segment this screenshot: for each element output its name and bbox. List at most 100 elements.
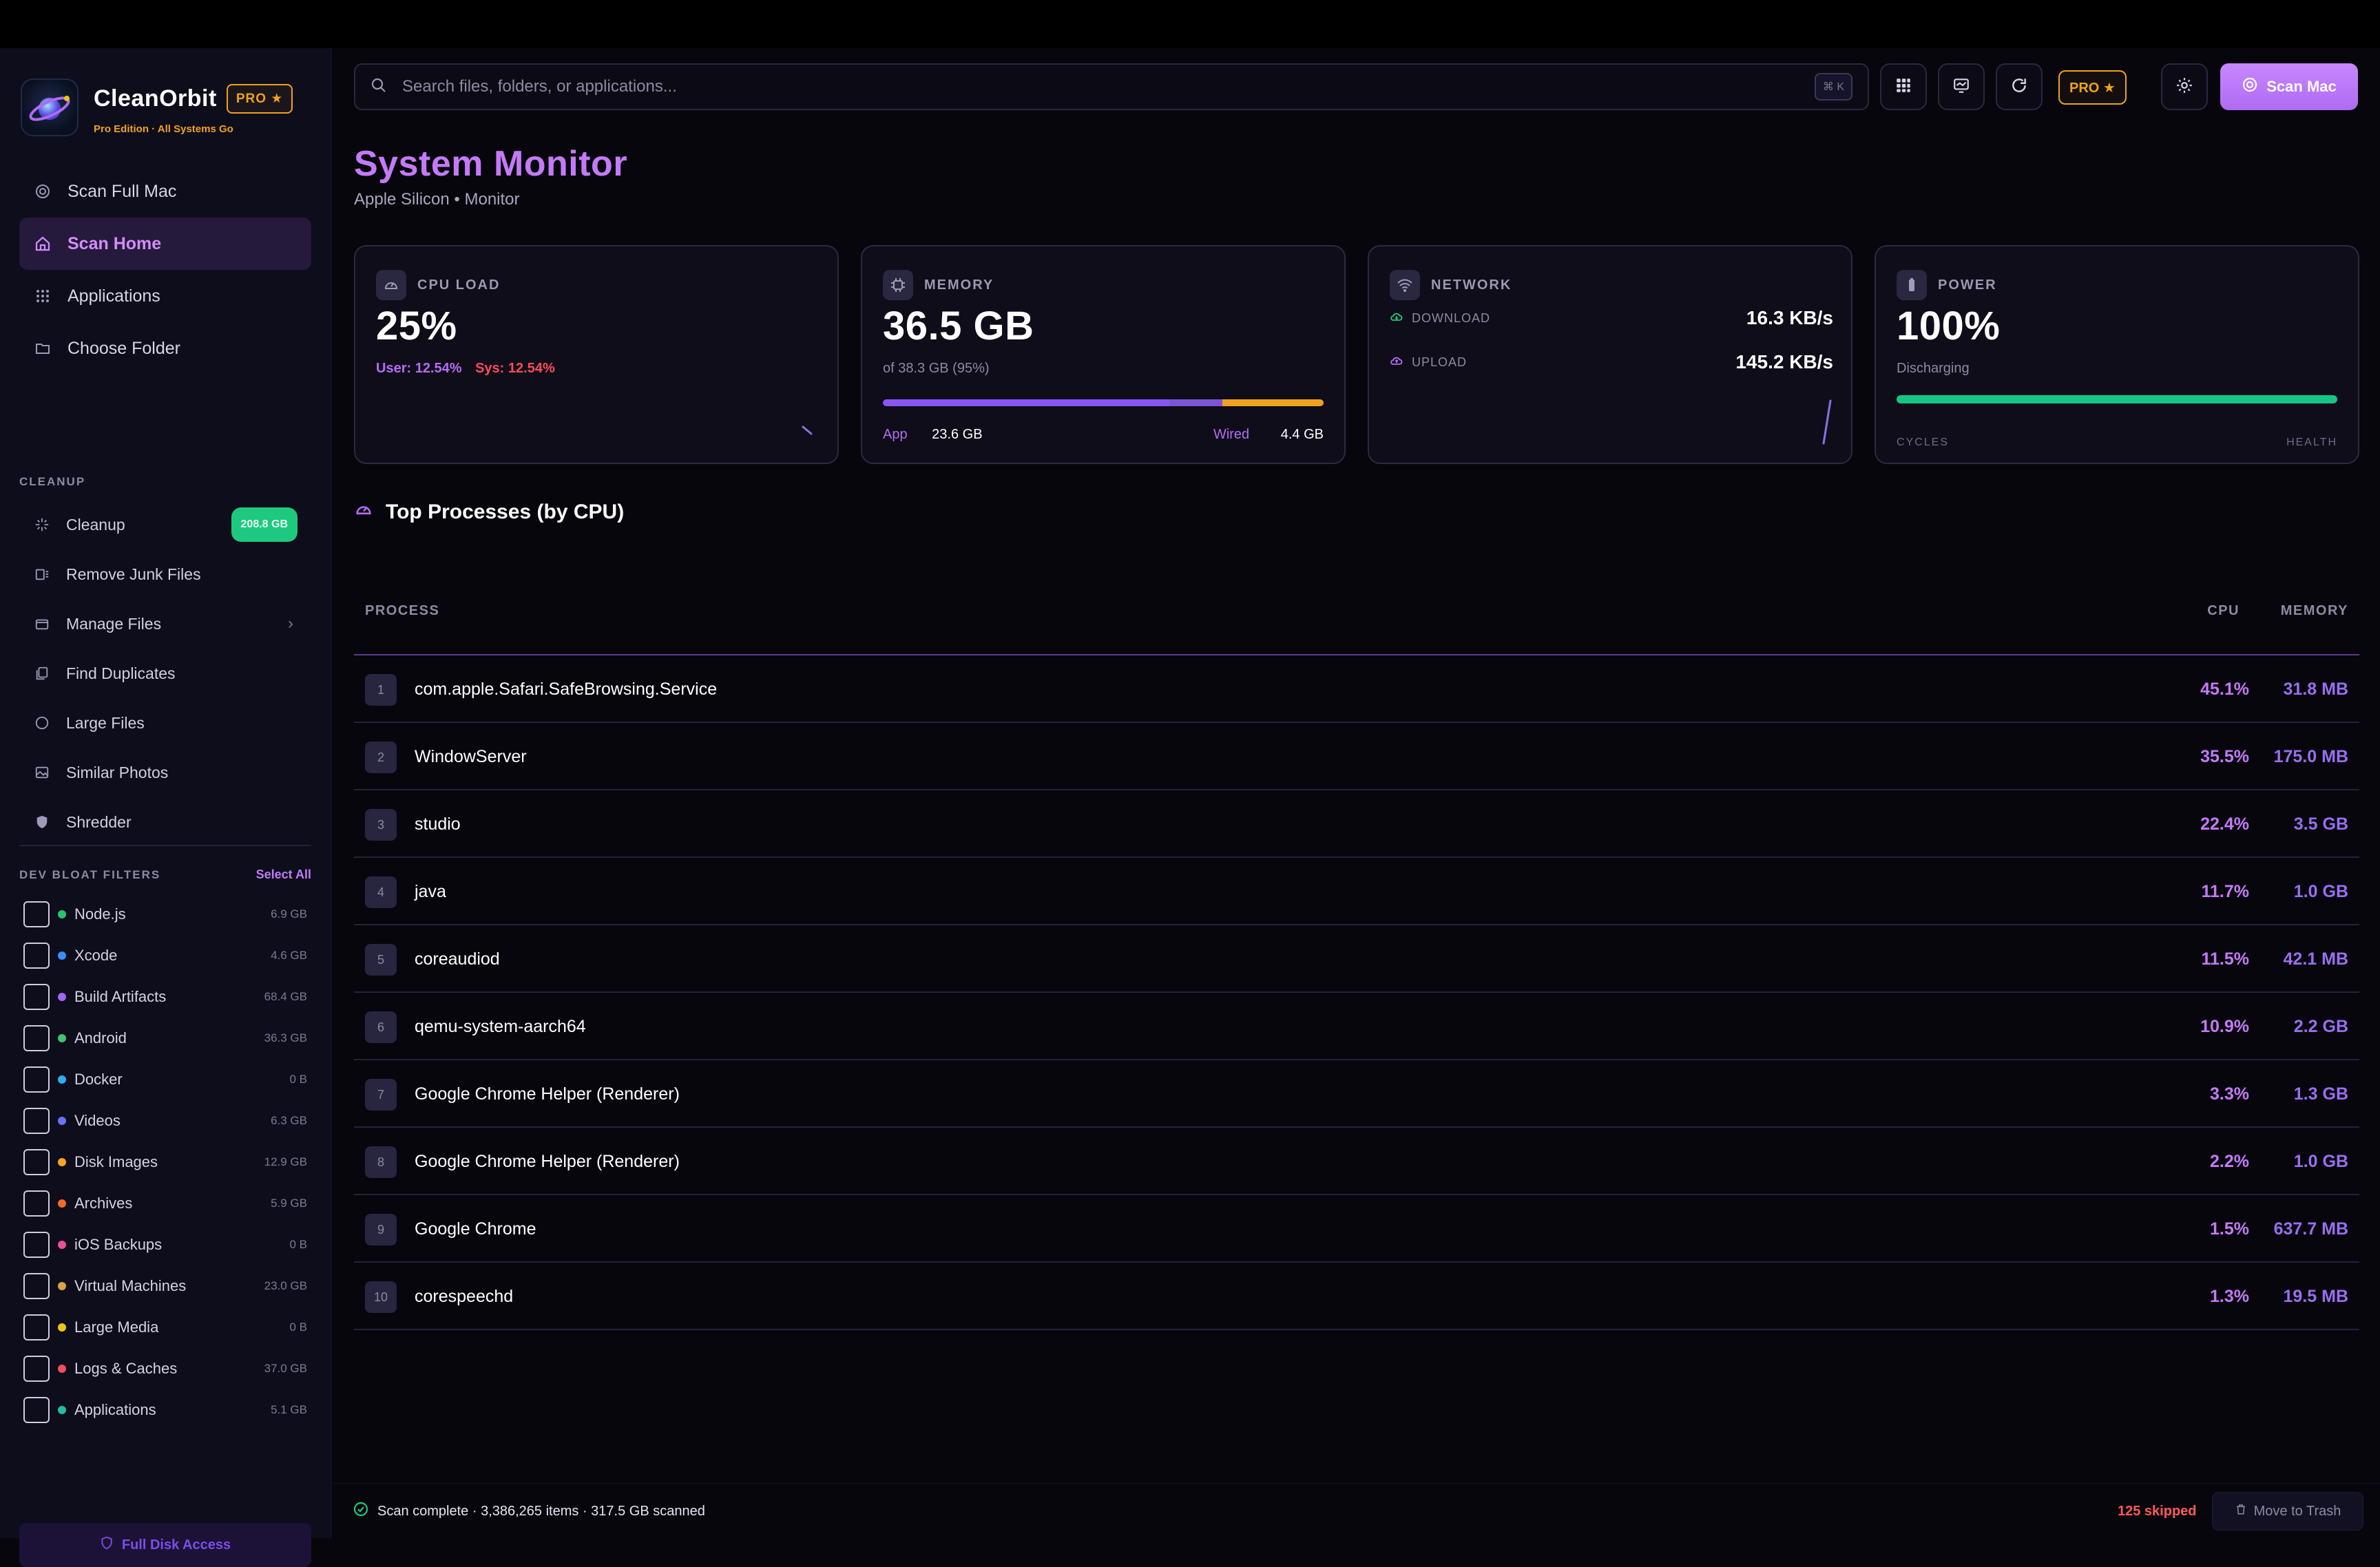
settings-button[interactable] (2161, 63, 2208, 110)
checkbox[interactable] (23, 1314, 50, 1340)
grid-view-button[interactable] (1880, 63, 1927, 110)
checkbox[interactable] (23, 943, 50, 969)
sidebar: CleanOrbit PRO ★ Pro Edition · All Syste… (0, 48, 332, 1538)
speedometer-icon (354, 500, 373, 525)
nav-scan-full-mac[interactable]: Scan Full Mac (19, 165, 311, 218)
memory-card: MEMORY 36.5 GB of 38.3 GB (95%) App 23.6… (861, 245, 1346, 464)
nav-choose-folder[interactable]: Choose Folder (19, 322, 311, 375)
column-memory[interactable]: MEMORY (2281, 566, 2348, 655)
dev-filter-size: 5.1 GB (271, 1403, 307, 1417)
table-row[interactable]: 9 Google Chrome 1.5% 637.7 MB (354, 1195, 2359, 1263)
nav-applications[interactable]: Applications (19, 270, 311, 322)
cleanup-item-similar-photos[interactable]: Similar Photos (19, 748, 311, 797)
dev-filter-large-media[interactable]: Large Media 0 B (19, 1307, 311, 1348)
download-label: DOWNLOAD (1412, 311, 1490, 326)
process-rank: 1 (365, 674, 397, 706)
select-all-link[interactable]: Select All (256, 867, 311, 882)
photo-icon (34, 765, 50, 780)
skipped-count[interactable]: 125 skipped (2118, 1484, 2197, 1539)
dev-filter-virtual-machines[interactable]: Virtual Machines 23.0 GB (19, 1265, 311, 1307)
cleanup-label: Large Files (66, 714, 145, 733)
pro-badge-button[interactable]: PRO ★ (2058, 70, 2127, 105)
dev-filter-size: 6.9 GB (271, 907, 307, 921)
nav-label: Choose Folder (67, 339, 180, 359)
dev-filter-build-artifacts[interactable]: Build Artifacts 68.4 GB (19, 976, 311, 1018)
table-row[interactable]: 6 qemu-system-aarch64 10.9% 2.2 GB (354, 993, 2359, 1060)
process-cpu: 35.5% (2200, 723, 2249, 790)
sparkle-icon (34, 517, 50, 532)
process-memory: 3.5 GB (2294, 790, 2348, 858)
checkbox[interactable] (23, 1190, 50, 1217)
table-row[interactable]: 3 studio 22.4% 3.5 GB (354, 790, 2359, 858)
cleanup-item-shredder[interactable]: Shredder (19, 797, 311, 847)
checkbox[interactable] (23, 1356, 50, 1382)
dev-filter-logs-caches[interactable]: Logs & Caches 37.0 GB (19, 1348, 311, 1389)
dev-filter-size: 23.0 GB (264, 1279, 307, 1293)
dev-filter-android[interactable]: Android 36.3 GB (19, 1018, 311, 1059)
table-row[interactable]: 8 Google Chrome Helper (Renderer) 2.2% 1… (354, 1128, 2359, 1195)
checkbox[interactable] (23, 1397, 50, 1423)
dev-filters-label: DEV BLOAT FILTERS (19, 868, 160, 882)
process-memory: 31.8 MB (2284, 655, 2348, 723)
memory-wired-value: 4.4 GB (1281, 427, 1324, 442)
checkbox[interactable] (23, 1108, 50, 1134)
move-to-trash-button[interactable]: Move to Trash (2212, 1492, 2363, 1531)
dev-filter-size: 4.6 GB (271, 949, 307, 963)
cleanup-item-large-files[interactable]: Large Files (19, 698, 311, 748)
search-input[interactable] (401, 76, 1801, 97)
dev-filter-nodejs[interactable]: Node.js 6.9 GB (19, 894, 311, 935)
refresh-button[interactable] (1996, 63, 2043, 110)
dev-filter-size: 5.9 GB (271, 1197, 307, 1210)
checkbox[interactable] (23, 901, 50, 927)
dev-filter-videos[interactable]: Videos 6.3 GB (19, 1100, 311, 1142)
folder-icon (34, 340, 51, 357)
checkbox[interactable] (23, 1066, 50, 1093)
dev-filter-docker[interactable]: Docker 0 B (19, 1059, 311, 1100)
cleanup-item-find-duplicates[interactable]: Find Duplicates (19, 649, 311, 698)
upload-cloud-icon (1390, 354, 1403, 371)
process-rank: 4 (365, 876, 397, 908)
process-name: Google Chrome Helper (Renderer) (415, 1128, 680, 1195)
stat-cards: CPU LOAD 25% User: 12.54% Sys: 12.54% ME… (354, 245, 2359, 464)
column-cpu[interactable]: CPU (2207, 566, 2240, 655)
dev-filter-xcode[interactable]: Xcode 4.6 GB (19, 935, 311, 976)
memory-app-value: 23.6 GB (932, 427, 982, 442)
table-row[interactable]: 5 coreaudiod 11.5% 42.1 MB (354, 925, 2359, 993)
pro-badge: PRO ★ (227, 84, 293, 114)
category-dot (58, 1365, 66, 1373)
grid-icon (1894, 76, 1912, 98)
cleanup-item-cleanup[interactable]: Cleanup 208.8 GB (19, 500, 311, 549)
monitor-button[interactable] (1938, 63, 1985, 110)
scan-mac-button[interactable]: Scan Mac (2220, 63, 2358, 110)
dev-filter-disk-images[interactable]: Disk Images 12.9 GB (19, 1142, 311, 1183)
cleanup-item-remove-junk[interactable]: Remove Junk Files (19, 549, 311, 599)
table-row[interactable]: 10 corespeechd 1.3% 19.5 MB (354, 1263, 2359, 1330)
column-process[interactable]: PROCESS (365, 566, 439, 655)
checkbox[interactable] (23, 1273, 50, 1299)
category-dot (58, 1034, 66, 1042)
dev-filter-size: 36.3 GB (264, 1031, 307, 1045)
checkbox[interactable] (23, 1025, 50, 1051)
checkbox[interactable] (23, 1232, 50, 1258)
checkbox[interactable] (23, 1149, 50, 1175)
memory-wired-group: Wired 4.4 GB (1213, 427, 1324, 443)
table-row[interactable]: 1 com.apple.Safari.SafeBrowsing.Service … (354, 655, 2359, 723)
dev-filter-label: iOS Backups (74, 1236, 162, 1254)
table-row[interactable]: 2 WindowServer 35.5% 175.0 MB (354, 723, 2359, 790)
memory-bar-compressed (1222, 399, 1324, 406)
dev-filter-applications[interactable]: Applications 5.1 GB (19, 1389, 311, 1431)
search-bar[interactable]: ⌘ K (354, 63, 1869, 110)
checkbox[interactable] (23, 984, 50, 1010)
memory-total: of 38.3 GB (95%) (883, 361, 990, 377)
cleanup-item-manage-files[interactable]: Manage Files › (19, 599, 311, 649)
process-rank: 8 (365, 1146, 397, 1178)
dev-filter-archives[interactable]: Archives 5.9 GB (19, 1183, 311, 1224)
nav-scan-home[interactable]: Scan Home (19, 218, 311, 270)
table-row[interactable]: 4 java 11.7% 1.0 GB (354, 858, 2359, 925)
category-dot (58, 1117, 66, 1125)
table-row[interactable]: 7 Google Chrome Helper (Renderer) 3.3% 1… (354, 1060, 2359, 1128)
dev-filter-ios-backups[interactable]: iOS Backups 0 B (19, 1224, 311, 1265)
check-circle-icon (353, 1501, 369, 1522)
full-disk-access-button[interactable]: Full Disk Access (19, 1523, 311, 1567)
